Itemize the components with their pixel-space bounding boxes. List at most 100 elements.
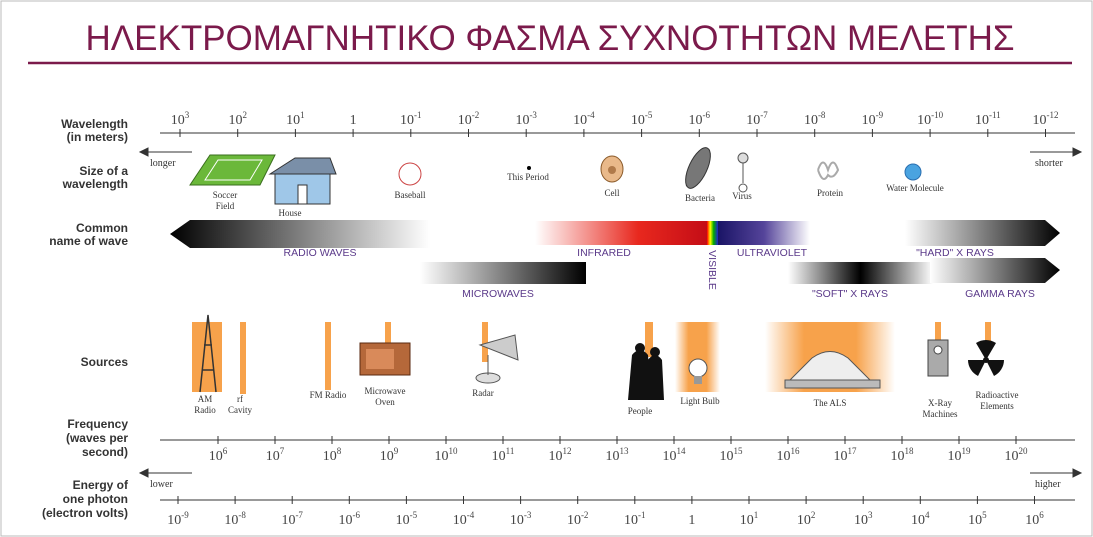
tick-exponent: -11 (989, 110, 1001, 120)
row-label: Frequency (67, 417, 128, 431)
tick-base: 10 (453, 513, 467, 528)
wave-name: MICROWAVES (462, 288, 534, 300)
page: ΗΛΕΚΤΡΟΜΑΓΝΗΤΙΚΟ ΦΑΣΜΑ ΣΥΧΝΟΤΗΤΩΝ ΜΕΛΕΤΗ… (0, 0, 1093, 537)
tick-exponent: -1 (414, 110, 422, 120)
source-caption: The ALS (814, 398, 847, 408)
tick-exponent: 1 (300, 110, 305, 120)
tick-base: 10 (435, 449, 449, 464)
tick-base: 10 (515, 113, 529, 128)
tick-exponent: 18 (905, 446, 915, 456)
tick-label: 1 (350, 113, 357, 128)
tick-exponent: 14 (677, 446, 687, 456)
tick-base: 10 (797, 513, 811, 528)
tick-base: 10 (1033, 113, 1047, 128)
size-caption: Field (216, 201, 235, 211)
tick-base: 10 (911, 513, 925, 528)
tick-base: 10 (400, 113, 414, 128)
tick-exponent: 19 (962, 446, 972, 456)
tick-base: 10 (689, 113, 703, 128)
size-caption: Protein (817, 188, 843, 198)
tick-exponent: -2 (581, 510, 589, 520)
tick-exponent: -4 (587, 110, 595, 120)
tick-exponent: 12 (563, 446, 572, 456)
tick-exponent: 16 (791, 446, 801, 456)
wave-name: INFRARED (577, 247, 631, 259)
size-caption: This Period (507, 172, 549, 182)
tick-base: 10 (171, 113, 185, 128)
row-label: (electron volts) (42, 506, 128, 520)
wave-name: RADIO WAVES (284, 247, 357, 259)
tick-exponent: 17 (848, 446, 858, 456)
tick-exponent: -7 (760, 110, 768, 120)
tick-base: 10 (549, 449, 563, 464)
tick-exponent: 6 (223, 446, 228, 456)
tick-exponent: 3 (185, 110, 190, 120)
tick-exponent: -3 (529, 110, 537, 120)
source-caption: AM (198, 394, 213, 404)
tick-base: 1 (350, 113, 357, 128)
tick-base: 10 (510, 513, 524, 528)
tick-base: 10 (339, 513, 353, 528)
tick-base: 10 (746, 113, 760, 128)
tick-base: 10 (606, 449, 620, 464)
tick-exponent: 10 (449, 446, 459, 456)
tick-exponent: -6 (353, 510, 361, 520)
tick-base: 10 (891, 449, 905, 464)
tick-base: 10 (323, 449, 337, 464)
tick-exponent: -9 (181, 510, 189, 520)
source-caption: Radio (194, 405, 216, 415)
row-label: Size of a (79, 164, 128, 178)
tick-base: 10 (975, 113, 989, 128)
source-caption: Microwave (365, 386, 406, 396)
source-caption: Machines (923, 409, 958, 419)
tick-exponent: 8 (337, 446, 342, 456)
tick-base: 10 (209, 449, 223, 464)
tick-base: 10 (1005, 449, 1019, 464)
tick-base: 10 (631, 113, 645, 128)
tick-exponent: -4 (467, 510, 475, 520)
row-label: second) (82, 445, 128, 459)
tick-exponent: 5 (982, 510, 987, 520)
tick-exponent: -5 (410, 510, 418, 520)
tick-base: 10 (567, 513, 581, 528)
tick-exponent: 11 (506, 446, 515, 456)
tick-base: 10 (854, 513, 868, 528)
tick-exponent: 9 (394, 446, 399, 456)
tick-exponent: 3 (868, 510, 873, 520)
row-label: wavelength (62, 177, 128, 191)
tick-exponent: 13 (620, 446, 630, 456)
size-caption: House (279, 208, 302, 218)
tick-base: 1 (688, 513, 695, 528)
source-caption: rf (237, 394, 243, 404)
tick-base: 10 (968, 513, 982, 528)
tick-exponent: -2 (472, 110, 480, 120)
row-label: Wavelength (61, 117, 128, 131)
tick-exponent: 4 (925, 510, 930, 520)
wave-name: "SOFT" X RAYS (812, 288, 888, 300)
direction-label: longer (150, 158, 176, 169)
source-caption: X-Ray (928, 398, 952, 408)
tick-base: 10 (286, 113, 300, 128)
tick-base: 10 (624, 513, 638, 528)
direction-label: shorter (1035, 158, 1063, 169)
tick-base: 10 (224, 513, 238, 528)
source-caption: Elements (980, 401, 1014, 411)
tick-exponent: -1 (638, 510, 646, 520)
tick-base: 10 (804, 113, 818, 128)
tick-base: 10 (720, 449, 734, 464)
tick-label: 1 (688, 513, 695, 528)
row-label: one photon (63, 492, 128, 506)
tick-base: 10 (380, 449, 394, 464)
row-label: name of wave (49, 234, 128, 248)
tick-exponent: -9 (876, 110, 884, 120)
row-label: (in meters) (67, 130, 128, 144)
tick-base: 10 (663, 449, 677, 464)
row-label: Energy of (73, 478, 129, 492)
tick-exponent: -5 (645, 110, 653, 120)
tick-base: 10 (492, 449, 506, 464)
size-caption: Soccer (213, 190, 238, 200)
row-label: Common (76, 221, 128, 235)
tick-exponent: 6 (1039, 510, 1044, 520)
tick-exponent: 7 (280, 446, 285, 456)
tick-base: 10 (834, 449, 848, 464)
